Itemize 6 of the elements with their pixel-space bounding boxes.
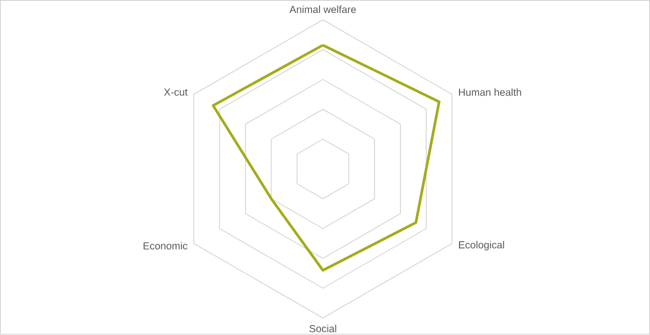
spoke-label: Ecological [459, 241, 504, 251]
spoke-label: Human health [459, 88, 522, 96]
spoke-label: Social [309, 324, 336, 332]
spoke-label: Animal welfare [289, 6, 356, 14]
spoke-label: Economic [144, 242, 188, 250]
spoke-label: X-cut [164, 88, 188, 96]
